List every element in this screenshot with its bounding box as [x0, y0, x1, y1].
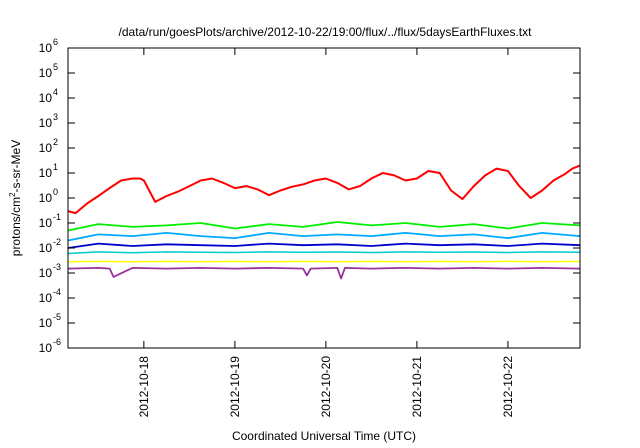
y-tick-label-exponent: -5 [53, 312, 61, 322]
y-tick-label: 10 [39, 166, 53, 180]
x-tick-label: 2012-10-22 [501, 356, 515, 418]
y-tick-label: 10 [39, 341, 53, 355]
x-tick-label: 2012-10-20 [319, 356, 333, 418]
y-tick-label-exponent: 1 [53, 162, 58, 172]
y-tick-label: 10 [39, 241, 53, 255]
y-tick-label: 10 [39, 291, 53, 305]
y-axis-label: protons/cm2-s-sr-MeV [8, 140, 23, 256]
chart-title: /data/run/goesPlots/archive/2012-10-22/1… [119, 25, 533, 39]
series-line-7 [67, 266, 581, 280]
series-line-1 [67, 164, 581, 215]
y-tick-label: 10 [39, 41, 53, 55]
y-tick-label-exponent: -2 [53, 237, 61, 247]
x-tick-label: 2012-10-21 [410, 356, 424, 418]
series-line-4 [67, 242, 581, 249]
x-axis: 2012-10-18 2012-10-19 2012-10-20 2012-10-21… [137, 48, 515, 417]
y-axis-label-text: protons/cm [9, 197, 23, 256]
plot-frame [67, 47, 581, 349]
y-tick-label: 10 [39, 116, 53, 130]
y-tick-label-exponent: -3 [53, 262, 61, 272]
y-tick-label-exponent: 6 [53, 37, 58, 47]
y-tick-label-exponent: -4 [53, 287, 61, 297]
y-tick-label: 10 [39, 66, 53, 80]
x-axis-label: Coordinated Universal Time (UTC) [232, 429, 416, 443]
y-tick-label-exponent: 5 [53, 62, 58, 72]
y-tick-label: 10 [39, 141, 53, 155]
series-layer [67, 164, 581, 280]
y-tick-label-exponent: -1 [53, 212, 61, 222]
series-line-5 [67, 251, 581, 255]
y-tick-label: 10 [39, 91, 53, 105]
y-tick-label-exponent: 2 [53, 137, 58, 147]
y-axis-label-suffix: -s-sr-MeV [9, 140, 23, 193]
y-tick-label-exponent: 0 [53, 187, 58, 197]
y-tick-label-exponent: 3 [53, 112, 58, 122]
y-tick-label: 10 [39, 191, 53, 205]
y-tick-label-exponent: -6 [53, 337, 61, 347]
series-line-3 [67, 231, 581, 242]
x-tick-label: 2012-10-18 [137, 356, 151, 418]
y-tick-label-exponent: 4 [53, 87, 58, 97]
y-tick-label: 10 [39, 316, 53, 330]
y-tick-label: 10 [39, 266, 53, 280]
y-axis-label-superscript: 2 [8, 192, 17, 197]
y-tick-label: 10 [39, 216, 53, 230]
x-tick-label: 2012-10-19 [228, 356, 242, 418]
y-axis: 10 -610 -510 -410 -310 -210 -110 010 110 210 310 41… [39, 37, 580, 355]
series-line-2 [67, 221, 581, 232]
